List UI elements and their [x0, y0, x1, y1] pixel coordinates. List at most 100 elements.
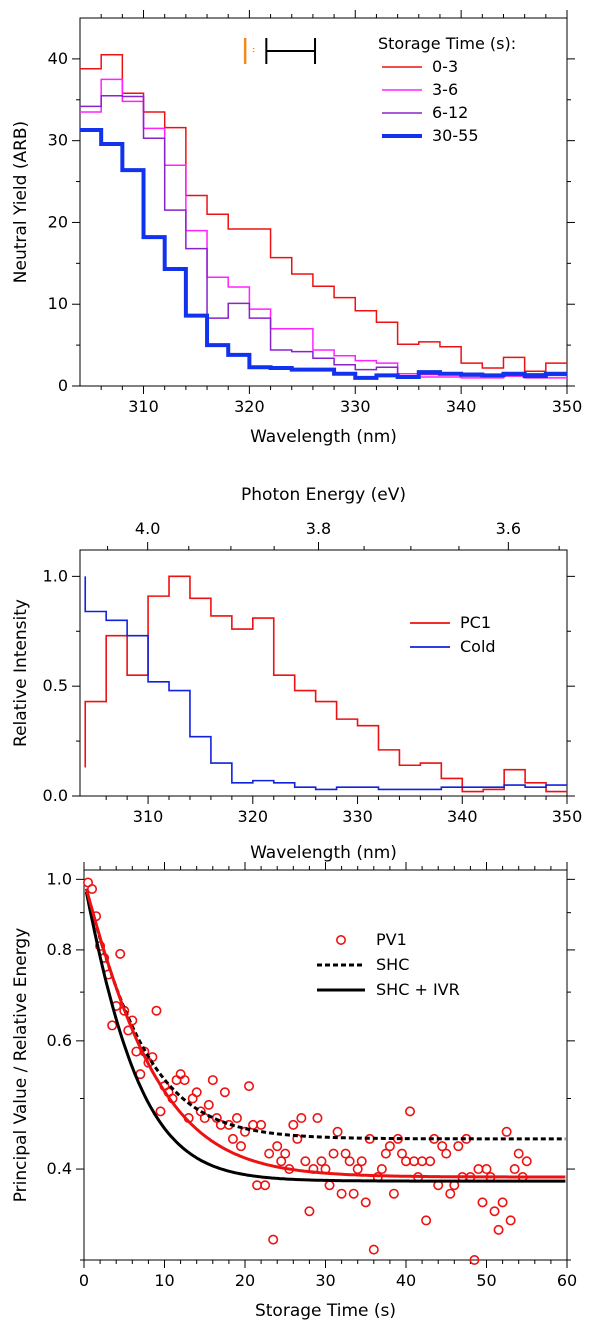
- data-point: [272, 1141, 283, 1152]
- legend-marker-PV1: [335, 934, 346, 945]
- data-point: [501, 1126, 512, 1137]
- x-tick-label: 50: [476, 1271, 496, 1290]
- top-tick-label: 4.0: [135, 519, 160, 538]
- legend-label-30-55: 30-55: [432, 126, 479, 145]
- y-tick-label: 0.4: [47, 1159, 72, 1178]
- data-point: [425, 1156, 436, 1167]
- data-point: [417, 1156, 428, 1167]
- data-point: [276, 1156, 287, 1167]
- data-point: [256, 1119, 267, 1130]
- y-tick-label: 0.0: [43, 786, 68, 805]
- data-point: [388, 1188, 399, 1199]
- data-point: [219, 1087, 230, 1098]
- data-point: [304, 1206, 315, 1217]
- y-axis-title: Relative Intensity: [11, 599, 31, 747]
- data-point: [348, 1188, 359, 1199]
- data-point: [344, 1156, 355, 1167]
- legend-label-0-3: 0-3: [432, 57, 458, 76]
- plot-area: [84, 575, 567, 793]
- x-tick-label: 320: [238, 807, 269, 826]
- y-axis-title: Principal Value / Relative Energy: [11, 928, 31, 1203]
- data-point: [175, 1069, 186, 1080]
- series-30-55-line: [80, 128, 567, 380]
- x-tick-label: 20: [235, 1271, 255, 1290]
- data-point: [151, 1005, 162, 1016]
- y-tick-label: 30: [48, 131, 68, 150]
- data-point: [191, 1087, 202, 1098]
- data-point: [288, 1119, 299, 1130]
- data-point: [328, 1148, 339, 1159]
- data-point: [437, 1141, 448, 1152]
- data-point: [227, 1133, 238, 1144]
- y-tick-label: 10: [48, 294, 68, 313]
- data-point: [489, 1206, 500, 1217]
- y-axis-title: Neutral Yield (ARB): [11, 121, 31, 283]
- top-tick-label: 3.8: [306, 519, 331, 538]
- data-point: [248, 1119, 259, 1130]
- curve-SHC---IVR: [84, 891, 566, 1183]
- x-tick-label: 40: [396, 1271, 416, 1290]
- data-point: [400, 1156, 411, 1167]
- x-tick-label: 30: [315, 1271, 335, 1290]
- plot-frame: [79, 17, 568, 387]
- data-point: [207, 1075, 218, 1086]
- x-tick-label: 320: [234, 397, 265, 416]
- series-0-3-line: [80, 54, 567, 373]
- data-point: [481, 1164, 492, 1175]
- data-point: [231, 1113, 242, 1124]
- data-point: [493, 1224, 504, 1235]
- x-tick-label: 10: [154, 1271, 174, 1290]
- plot-area: [80, 54, 567, 380]
- plot-frame: [79, 549, 568, 797]
- data-point: [380, 1148, 391, 1159]
- y-tick-label: 0.8: [47, 940, 72, 959]
- data-point: [280, 1148, 291, 1159]
- x-axis-title: Wavelength (nm): [250, 427, 397, 447]
- y-tick-label: 0: [58, 376, 68, 395]
- data-point: [421, 1215, 432, 1226]
- data-point: [235, 1141, 246, 1152]
- data-point: [87, 883, 98, 894]
- y-tick-label: 20: [48, 212, 68, 231]
- data-point: [360, 1197, 371, 1208]
- data-point: [268, 1234, 279, 1245]
- top-axis-title: Photon Energy (eV): [241, 485, 406, 505]
- data-point: [356, 1156, 367, 1167]
- data-point: [368, 1244, 379, 1255]
- x-tick-label: 350: [552, 397, 583, 416]
- data-point: [336, 1188, 347, 1199]
- x-tick-label: 350: [552, 807, 583, 826]
- y-tick-label: 1.0: [43, 566, 68, 585]
- x-tick-label: 0: [79, 1271, 89, 1290]
- data-point: [445, 1188, 456, 1199]
- x-tick-label: 310: [133, 807, 164, 826]
- data-point: [107, 1020, 118, 1031]
- series-3-6-line: [80, 78, 567, 379]
- y-tick-label: 1.0: [47, 869, 72, 888]
- data-point: [244, 1081, 255, 1092]
- data-point: [171, 1075, 182, 1086]
- data-point: [405, 1106, 416, 1117]
- y-tick-label: 40: [48, 49, 68, 68]
- data-point: [155, 1106, 166, 1117]
- data-point: [296, 1113, 307, 1124]
- data-point: [521, 1156, 532, 1167]
- data-point: [469, 1255, 480, 1266]
- x-tick-label: 60: [557, 1271, 577, 1290]
- data-point: [376, 1164, 387, 1175]
- chart-relative-intensity: 310 320 330 340 350 4.0 3.8 3.6 Photon Energy (e…: [11, 485, 582, 863]
- series-PC1-line: [84, 575, 567, 793]
- plot-area: [83, 877, 566, 1266]
- curve-SHC: [84, 888, 566, 1141]
- legend-label-PC1: PC1: [460, 613, 491, 632]
- data-point: [312, 1113, 323, 1124]
- data-point: [324, 1180, 335, 1191]
- legend-label: SHC: [376, 955, 409, 974]
- legend-label: SHC + IVR: [376, 980, 460, 999]
- data-point: [252, 1180, 263, 1191]
- x-tick-label: 330: [342, 807, 373, 826]
- data-point: [509, 1164, 520, 1175]
- chart-principal-value: 0 10 20 30 40 50 60 0.4 0.6 0.8 1.0 Storage Time (s…: [11, 862, 577, 1321]
- data-point: [340, 1148, 351, 1159]
